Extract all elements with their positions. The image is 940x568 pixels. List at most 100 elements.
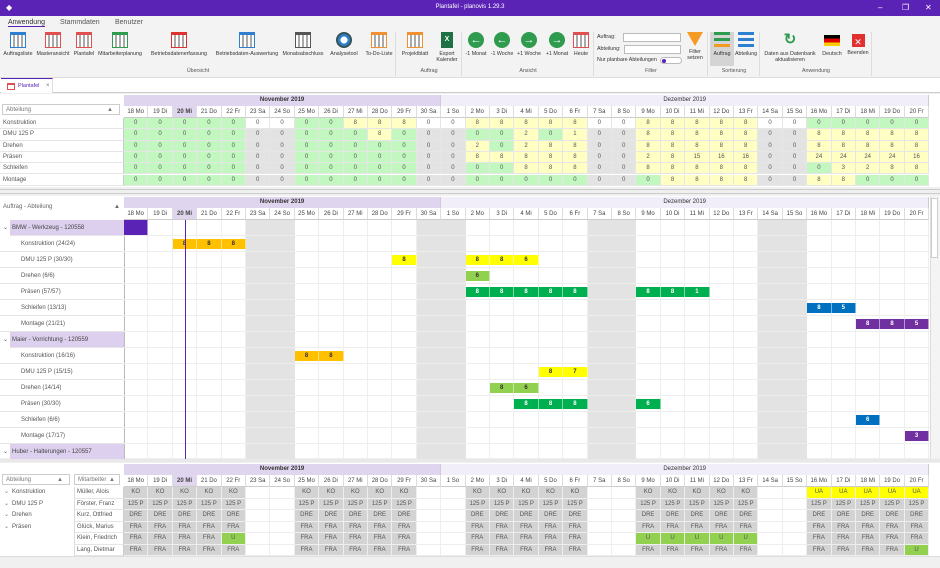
capacity-cell[interactable]: 8 (660, 129, 686, 141)
capacity-cell[interactable]: 8 (343, 118, 368, 130)
staff-cell[interactable]: FRA (368, 544, 393, 556)
capacity-cell[interactable]: 0 (148, 129, 173, 141)
day-header[interactable]: 23 Sa (246, 106, 271, 118)
day-header[interactable]: 16 Mo (807, 475, 832, 487)
capacity-cell[interactable]: 0 (416, 118, 442, 130)
capacity-cell[interactable]: 0 (124, 163, 149, 175)
capacity-cell[interactable]: 0 (197, 174, 222, 186)
day-header[interactable]: 10 Di (660, 475, 686, 487)
day-header[interactable]: 15 So (782, 475, 808, 487)
tab-stammdaten[interactable]: Stammdaten (60, 19, 100, 26)
day-header[interactable]: 15 So (782, 208, 808, 220)
capacity-cell[interactable]: 0 (441, 118, 466, 130)
capacity-cell[interactable]: 8 (368, 129, 393, 141)
day-header[interactable]: 1 So (441, 106, 466, 118)
doc-tab-plantafel[interactable]: Plantafel × (1, 78, 53, 93)
staff-cell[interactable]: DRE (294, 510, 320, 522)
capacity-cell[interactable]: 8 (807, 129, 832, 141)
day-header[interactable]: 12 Do (709, 475, 734, 487)
capacity-cell[interactable]: 8 (904, 140, 930, 152)
staff-cell[interactable]: FRA (685, 521, 710, 533)
capacity-cell[interactable]: 0 (270, 118, 295, 130)
plan-bar[interactable]: 8 (172, 239, 198, 249)
capacity-cell[interactable]: 8 (831, 140, 856, 152)
plan-bar[interactable]: 8 (660, 287, 686, 297)
sort-asc-icon[interactable]: ▲ (114, 204, 120, 210)
staff-cell[interactable]: U (685, 533, 710, 545)
capacity-cell[interactable]: 0 (270, 163, 295, 175)
capacity-cell[interactable]: 0 (197, 118, 222, 130)
capacity-cell[interactable]: 1 (563, 129, 588, 141)
capacity-cell[interactable]: 0 (368, 163, 393, 175)
department-sort-field[interactable]: Abteilung ▲ (2, 104, 120, 115)
abteilung-filter-input[interactable] (624, 45, 681, 54)
staff-cell[interactable]: 125 P (319, 498, 344, 510)
capacity-cell[interactable]: 8 (856, 140, 881, 152)
close-tab-icon[interactable]: × (46, 83, 50, 89)
day-header[interactable]: 13 Fr (734, 208, 759, 220)
day-header[interactable]: 25 Mo (294, 475, 320, 487)
staff-cell[interactable]: KO (221, 487, 246, 499)
capacity-cell[interactable]: 0 (441, 129, 466, 141)
capacity-cell[interactable]: 0 (538, 174, 564, 186)
capacity-cell[interactable]: 8 (368, 118, 393, 130)
capacity-cell[interactable]: 2 (514, 140, 539, 152)
capacity-cell[interactable]: 8 (465, 151, 490, 164)
capacity-cell[interactable]: 8 (734, 174, 759, 186)
plan-bar[interactable]: 8 (538, 367, 564, 377)
capacity-cell[interactable]: 0 (148, 118, 173, 130)
ribbon-button-plantafel[interactable]: Plantafel (72, 32, 96, 57)
ribbon-button--1-woche[interactable]: → +1 Woche (516, 32, 542, 57)
capacity-cell[interactable]: 8 (636, 140, 661, 152)
splitter[interactable] (0, 189, 940, 194)
capacity-cell[interactable]: 8 (685, 129, 710, 141)
staff-cell[interactable]: UA (856, 487, 881, 499)
capacity-cell[interactable]: 8 (734, 118, 759, 130)
capacity-cell[interactable]: 16 (904, 151, 930, 164)
staff-cell[interactable]: FRA (221, 521, 246, 533)
staff-cell[interactable]: FRA (660, 544, 686, 556)
capacity-cell[interactable]: 8 (904, 163, 930, 175)
capacity-cell[interactable]: 8 (538, 163, 564, 175)
day-header[interactable]: 18 Mi (856, 106, 881, 118)
staff-cell[interactable]: U (660, 533, 686, 545)
collapse-chevron-icon[interactable]: ⌄ (3, 337, 9, 343)
day-header[interactable]: 18 Mo (124, 208, 149, 220)
staff-cell[interactable]: 125 P (856, 498, 881, 510)
ribbon-button-projektblatt[interactable]: Projektblatt (400, 32, 430, 57)
plan-bar[interactable]: 6 (465, 271, 490, 281)
order-group-row[interactable]: BMW - Werkzeug - 120558 (10, 220, 124, 236)
staff-cell[interactable]: FRA (880, 544, 905, 556)
capacity-cell[interactable]: 0 (294, 151, 320, 164)
tab-anwendung[interactable]: Anwendung (8, 19, 45, 27)
staff-cell[interactable]: DRE (148, 510, 173, 522)
staff-cell[interactable]: FRA (148, 544, 173, 556)
capacity-cell[interactable]: 8 (734, 163, 759, 175)
capacity-cell[interactable]: 0 (343, 129, 368, 141)
staff-cell[interactable] (441, 533, 466, 545)
capacity-cell[interactable]: 0 (319, 151, 344, 164)
staff-cell[interactable]: FRA (294, 544, 320, 556)
staff-cell[interactable]: DRE (172, 510, 198, 522)
day-header[interactable]: 19 Di (148, 475, 173, 487)
order-group-row[interactable]: Huber - Halterungen - 120557 (10, 444, 124, 460)
capacity-cell[interactable]: 0 (124, 174, 149, 186)
department-row-label[interactable]: Konstruktion (24/24) (0, 236, 124, 252)
plan-bar[interactable]: 8 (465, 255, 490, 265)
capacity-cell[interactable]: 0 (490, 174, 515, 186)
staff-cell[interactable]: DRE (831, 510, 856, 522)
staff-cell[interactable]: KO (124, 487, 149, 499)
staff-cell[interactable]: DRE (685, 510, 710, 522)
capacity-cell[interactable]: 0 (612, 163, 637, 175)
staff-cell[interactable] (416, 510, 442, 522)
day-header[interactable]: 12 Do (709, 106, 734, 118)
staff-cell[interactable]: FRA (563, 533, 588, 545)
day-header[interactable]: 25 Mo (294, 208, 320, 220)
capacity-cell[interactable]: 0 (294, 140, 320, 152)
staff-cell[interactable]: KO (197, 487, 222, 499)
capacity-cell[interactable]: 3 (831, 163, 856, 175)
day-header[interactable]: 5 Do (538, 106, 564, 118)
capacity-cell[interactable]: 0 (172, 163, 198, 175)
day-header[interactable]: 14 Sa (758, 475, 783, 487)
staff-cell[interactable] (270, 487, 295, 499)
